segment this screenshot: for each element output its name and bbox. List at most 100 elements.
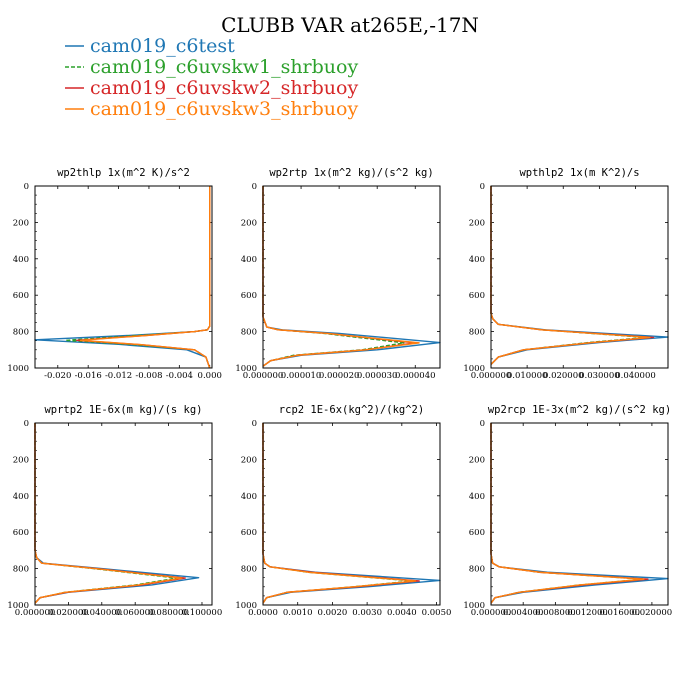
y-tick-label: 800 bbox=[469, 328, 485, 338]
plot-frame bbox=[34, 185, 213, 369]
y-tick-label: 400 bbox=[13, 255, 29, 265]
x-tick-label: 0.000000 bbox=[471, 608, 512, 618]
x-tick-label: 0.012000 bbox=[567, 608, 608, 618]
series-line bbox=[490, 186, 651, 365]
y-tick-label: 800 bbox=[469, 565, 485, 575]
chart-panel: rcp2 1E-6x(kg^2)/(kg^2) 0 200 400 600 800 1000… bbox=[235, 404, 451, 618]
plot-frame bbox=[34, 422, 213, 606]
series-line bbox=[76, 186, 211, 369]
x-tick-label: 0.060000 bbox=[115, 608, 156, 618]
y-tick-label: 0 bbox=[480, 182, 485, 192]
x-tick-label: 0.020000 bbox=[543, 371, 584, 381]
y-tick-label: 600 bbox=[241, 528, 257, 538]
x-tick-label: -0.012 bbox=[105, 371, 132, 381]
x-tick-label: 0.004000 bbox=[503, 608, 544, 618]
x-tick-label: 0.000000 bbox=[243, 371, 284, 381]
x-tick-label: 0.000 bbox=[198, 371, 222, 381]
x-tick-label: 0.000010 bbox=[281, 371, 322, 381]
x-tick-label: 0.0050 bbox=[422, 608, 452, 618]
x-tick-label: 0.000000 bbox=[471, 371, 512, 381]
y-tick-label: 200 bbox=[469, 455, 485, 465]
x-tick-label: 0.008000 bbox=[535, 608, 576, 618]
y-tick-label: 800 bbox=[241, 328, 257, 338]
y-tick-label: 200 bbox=[13, 455, 29, 465]
x-tick-label: -0.016 bbox=[75, 371, 102, 381]
series-line bbox=[262, 186, 416, 367]
y-tick-label: 800 bbox=[241, 565, 257, 575]
plot-frame bbox=[262, 422, 441, 606]
chart-panels: wp2thlp 1x(m^2 K)/s^2 0 200 400 600 800 1000 -0… bbox=[7, 167, 672, 618]
y-tick-label: 200 bbox=[13, 218, 29, 228]
y-tick-label: 400 bbox=[13, 492, 29, 502]
x-tick-label: 0.030000 bbox=[579, 371, 620, 381]
x-tick-label: 0.040000 bbox=[615, 371, 656, 381]
x-tick-label: 0.100000 bbox=[182, 608, 223, 618]
x-tick-label: 0.020000 bbox=[632, 608, 673, 618]
x-tick-label: 0.010000 bbox=[507, 371, 548, 381]
x-tick-label: 0.0020 bbox=[318, 608, 348, 618]
panel-title: wp2thlp 1x(m^2 K)/s^2 bbox=[57, 167, 190, 179]
panel-title: wp2rtp 1x(m^2 kg)/(s^2 kg) bbox=[269, 167, 433, 179]
series-line bbox=[262, 423, 413, 604]
series-line bbox=[490, 423, 645, 604]
chart-panel: wpthlp2 1x(m K^2)/s 0 200 400 600 800 10000.00… bbox=[463, 167, 669, 381]
x-tick-label: 0.0040 bbox=[387, 608, 417, 618]
x-tick-label: -0.008 bbox=[135, 371, 162, 381]
y-tick-label: 0 bbox=[480, 419, 485, 429]
y-tick-label: 800 bbox=[13, 328, 29, 338]
chart-panel: wp2thlp 1x(m^2 K)/s^2 0 200 400 600 800 1000 -0… bbox=[7, 167, 222, 381]
panel-title: wprtp2 1E-6x(m kg)/(s kg) bbox=[44, 404, 202, 416]
y-tick-label: 1000 bbox=[7, 364, 29, 374]
y-tick-label: 600 bbox=[241, 291, 257, 301]
legend-label: cam019_c6test bbox=[90, 35, 235, 57]
legend-label: cam019_c6uvskw2_shrbuoy bbox=[90, 77, 358, 99]
legend-label: cam019_c6uvskw1_shrbuoy bbox=[90, 56, 358, 78]
x-tick-label: 0.0010 bbox=[283, 608, 313, 618]
y-tick-label: 600 bbox=[13, 528, 29, 538]
y-tick-label: 0 bbox=[24, 182, 29, 192]
y-tick-label: 1000 bbox=[235, 601, 257, 611]
x-tick-label: 0.080000 bbox=[148, 608, 189, 618]
y-tick-label: 1000 bbox=[463, 364, 485, 374]
y-tick-label: 400 bbox=[469, 255, 485, 265]
x-tick-label: 0.000040 bbox=[395, 371, 436, 381]
chart-panel: wp2rtp 1x(m^2 kg)/(s^2 kg) 0 200 400 600 800 1… bbox=[235, 167, 441, 381]
plot-frame bbox=[490, 185, 669, 369]
y-tick-label: 200 bbox=[469, 218, 485, 228]
series-line bbox=[262, 186, 420, 367]
series-line bbox=[34, 423, 183, 604]
y-tick-label: 1000 bbox=[463, 601, 485, 611]
y-tick-label: 400 bbox=[241, 492, 257, 502]
y-tick-label: 800 bbox=[13, 565, 29, 575]
series-line bbox=[490, 186, 655, 365]
y-tick-label: 200 bbox=[241, 455, 257, 465]
x-tick-label: 0.016000 bbox=[599, 608, 640, 618]
chart-panel: wprtp2 1E-6x(m kg)/(s kg) 0 200 400 600 800 10… bbox=[7, 404, 222, 618]
chart-panel: wp2rcp 1E-3x(m^2 kg)/(s^2 kg)0 200 400 600 8… bbox=[463, 404, 672, 618]
x-tick-label: 0.040000 bbox=[82, 608, 123, 618]
plot-frame bbox=[490, 422, 669, 606]
series-line bbox=[490, 186, 648, 365]
x-tick-label: 0.020000 bbox=[48, 608, 89, 618]
y-tick-label: 600 bbox=[469, 528, 485, 538]
y-tick-label: 400 bbox=[469, 492, 485, 502]
x-tick-label: 0.0030 bbox=[352, 608, 382, 618]
y-tick-label: 1000 bbox=[7, 601, 29, 611]
x-tick-label: 0.000020 bbox=[319, 371, 360, 381]
y-tick-label: 400 bbox=[241, 255, 257, 265]
series-line bbox=[34, 186, 211, 369]
y-tick-label: 0 bbox=[24, 419, 29, 429]
figure-title: CLUBB VAR at265E,-17N bbox=[221, 13, 479, 37]
series-line bbox=[262, 423, 417, 604]
x-tick-label: 0.000030 bbox=[357, 371, 398, 381]
panel-title: wpthlp2 1x(m K^2)/s bbox=[519, 167, 639, 179]
panel-title: wp2rcp 1E-3x(m^2 kg)/(s^2 kg) bbox=[488, 404, 671, 416]
series-line bbox=[490, 423, 669, 604]
y-tick-label: 600 bbox=[469, 291, 485, 301]
series-line bbox=[34, 423, 200, 604]
y-tick-label: 600 bbox=[13, 291, 29, 301]
x-tick-label: -0.020 bbox=[44, 371, 71, 381]
legend: cam019_c6testcam019_c6uvskw1_shrbuoycam0… bbox=[65, 35, 358, 120]
x-tick-label: -0.004 bbox=[166, 371, 193, 381]
